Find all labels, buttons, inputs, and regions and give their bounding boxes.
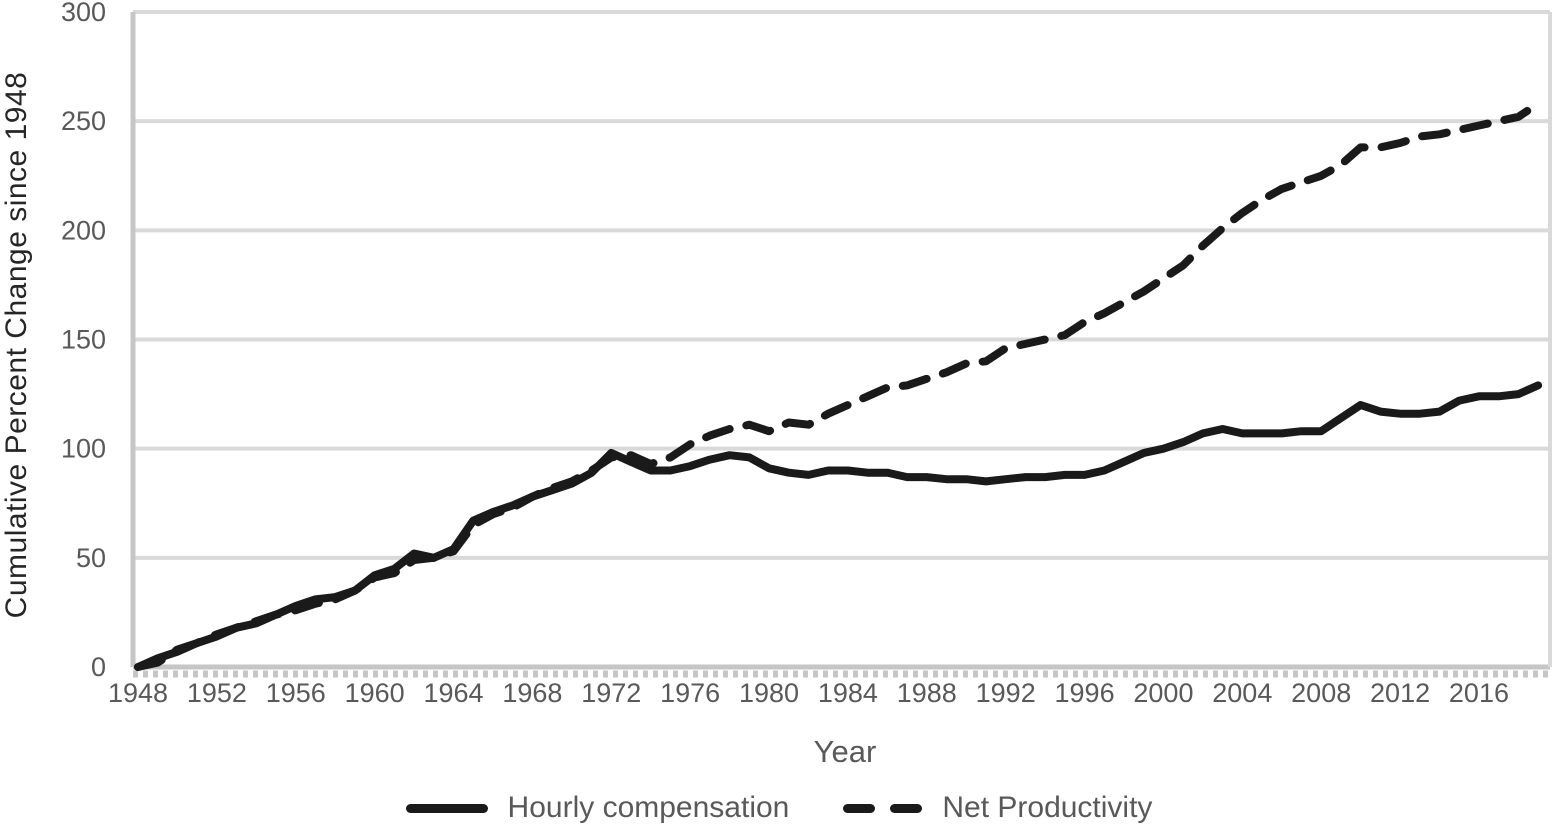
x-tick-label: 1968 <box>502 678 562 708</box>
x-tick-label: 1996 <box>1055 678 1115 708</box>
x-tick-label: 1976 <box>660 678 720 708</box>
x-tick-label: 1952 <box>187 678 247 708</box>
x-tick-label: 2012 <box>1370 678 1430 708</box>
x-tick-label: 1972 <box>581 678 641 708</box>
x-tick-label: 1964 <box>423 678 483 708</box>
dash-segment <box>843 803 876 813</box>
y-tick-label: 300 <box>61 0 106 27</box>
dashed-line-swatch <box>843 803 923 813</box>
legend-item-net-productivity: Net Productivity <box>843 791 1152 825</box>
y-tick-label: 50 <box>76 543 106 573</box>
y-tick-label: 250 <box>61 106 106 136</box>
y-axis-title: Cumulative Percent Change since 1948 <box>0 71 33 619</box>
series-lines <box>134 99 1543 671</box>
gridlines <box>133 10 1550 560</box>
net-productivity-line <box>134 99 1543 671</box>
legend-item-hourly-compensation: Hourly compensation <box>405 791 790 825</box>
axes <box>130 12 1552 670</box>
x-tick-label: 1988 <box>897 678 957 708</box>
x-tick-label: 2008 <box>1291 678 1351 708</box>
x-axis-title: Year <box>813 734 877 769</box>
x-tick-label: 1980 <box>739 678 799 708</box>
legend: Hourly compensation Net Productivity <box>0 785 1558 831</box>
legend-label: Hourly compensation <box>507 791 790 824</box>
x-tick-label: 1960 <box>345 678 405 708</box>
x-tick-label: 2016 <box>1449 678 1509 708</box>
dash-segment <box>890 803 923 813</box>
hourly-compensation-line <box>134 381 1543 671</box>
x-tick-label: 1956 <box>266 678 326 708</box>
x-tick-label: 2004 <box>1212 678 1272 708</box>
x-tick-label: 2000 <box>1133 678 1193 708</box>
y-tick-label: 200 <box>61 215 106 245</box>
x-tick-labels: 1948 1952 1956 1960 1964 1968 1972 1976 1980 1984… <box>108 678 1509 708</box>
y-tick-label: 100 <box>61 434 106 464</box>
x-tick-label: 1992 <box>976 678 1036 708</box>
y-tick-labels: 0 50 100 150 200 250 300 <box>61 0 106 682</box>
x-tick-label: 1984 <box>818 678 878 708</box>
x-tick-label: 1948 <box>108 678 168 708</box>
y-tick-label: 0 <box>91 652 106 682</box>
y-tick-label: 150 <box>61 325 106 355</box>
solid-line-swatch <box>405 803 488 813</box>
legend-label: Net Productivity <box>942 791 1153 824</box>
